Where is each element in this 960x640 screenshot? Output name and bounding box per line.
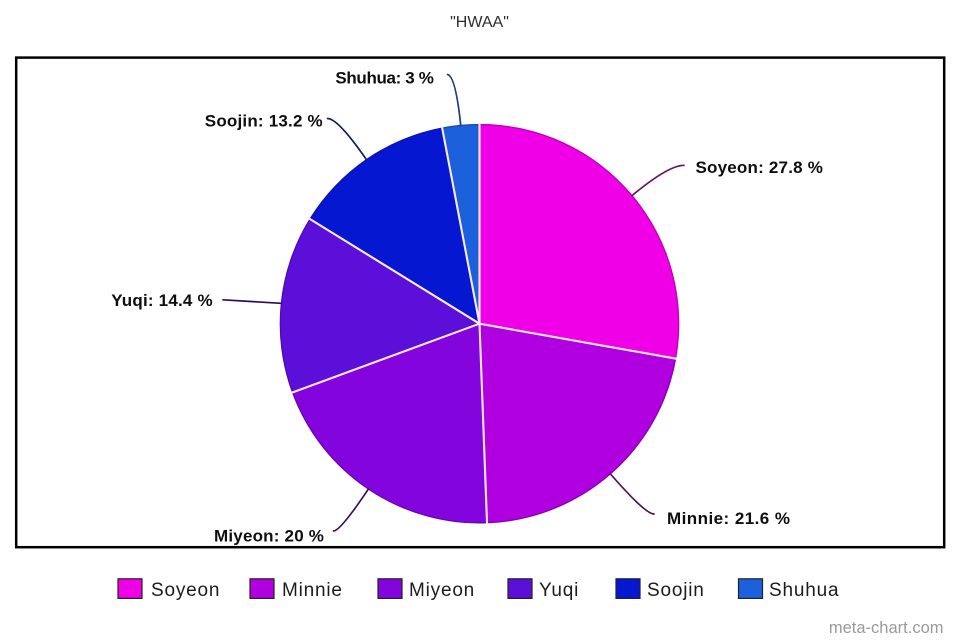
svg-text:meta-chart.com: meta-chart.com: [829, 619, 944, 637]
svg-text:Miyeon: Miyeon: [409, 580, 475, 601]
svg-text:Shuhua: 3 %: Shuhua: 3 %: [335, 69, 433, 88]
svg-text:Minnie: 21.6 %: Minnie: 21.6 %: [667, 509, 790, 528]
svg-text:Soojin: Soojin: [647, 580, 705, 601]
svg-text:Yuqi: 14.4 %: Yuqi: 14.4 %: [111, 291, 213, 310]
svg-text:Soyeon: Soyeon: [151, 580, 220, 601]
svg-text:Miyeon: 20 %: Miyeon: 20 %: [214, 527, 324, 546]
svg-text:Soyeon: 27.8 %: Soyeon: 27.8 %: [696, 158, 824, 177]
svg-text:Soojin: 13.2 %: Soojin: 13.2 %: [205, 112, 323, 131]
svg-text:Shuhua: Shuhua: [769, 580, 839, 601]
svg-text:"HWAA": "HWAA": [450, 14, 509, 31]
svg-text:Minnie: Minnie: [282, 580, 343, 601]
svg-text:Yuqi: Yuqi: [539, 580, 579, 601]
